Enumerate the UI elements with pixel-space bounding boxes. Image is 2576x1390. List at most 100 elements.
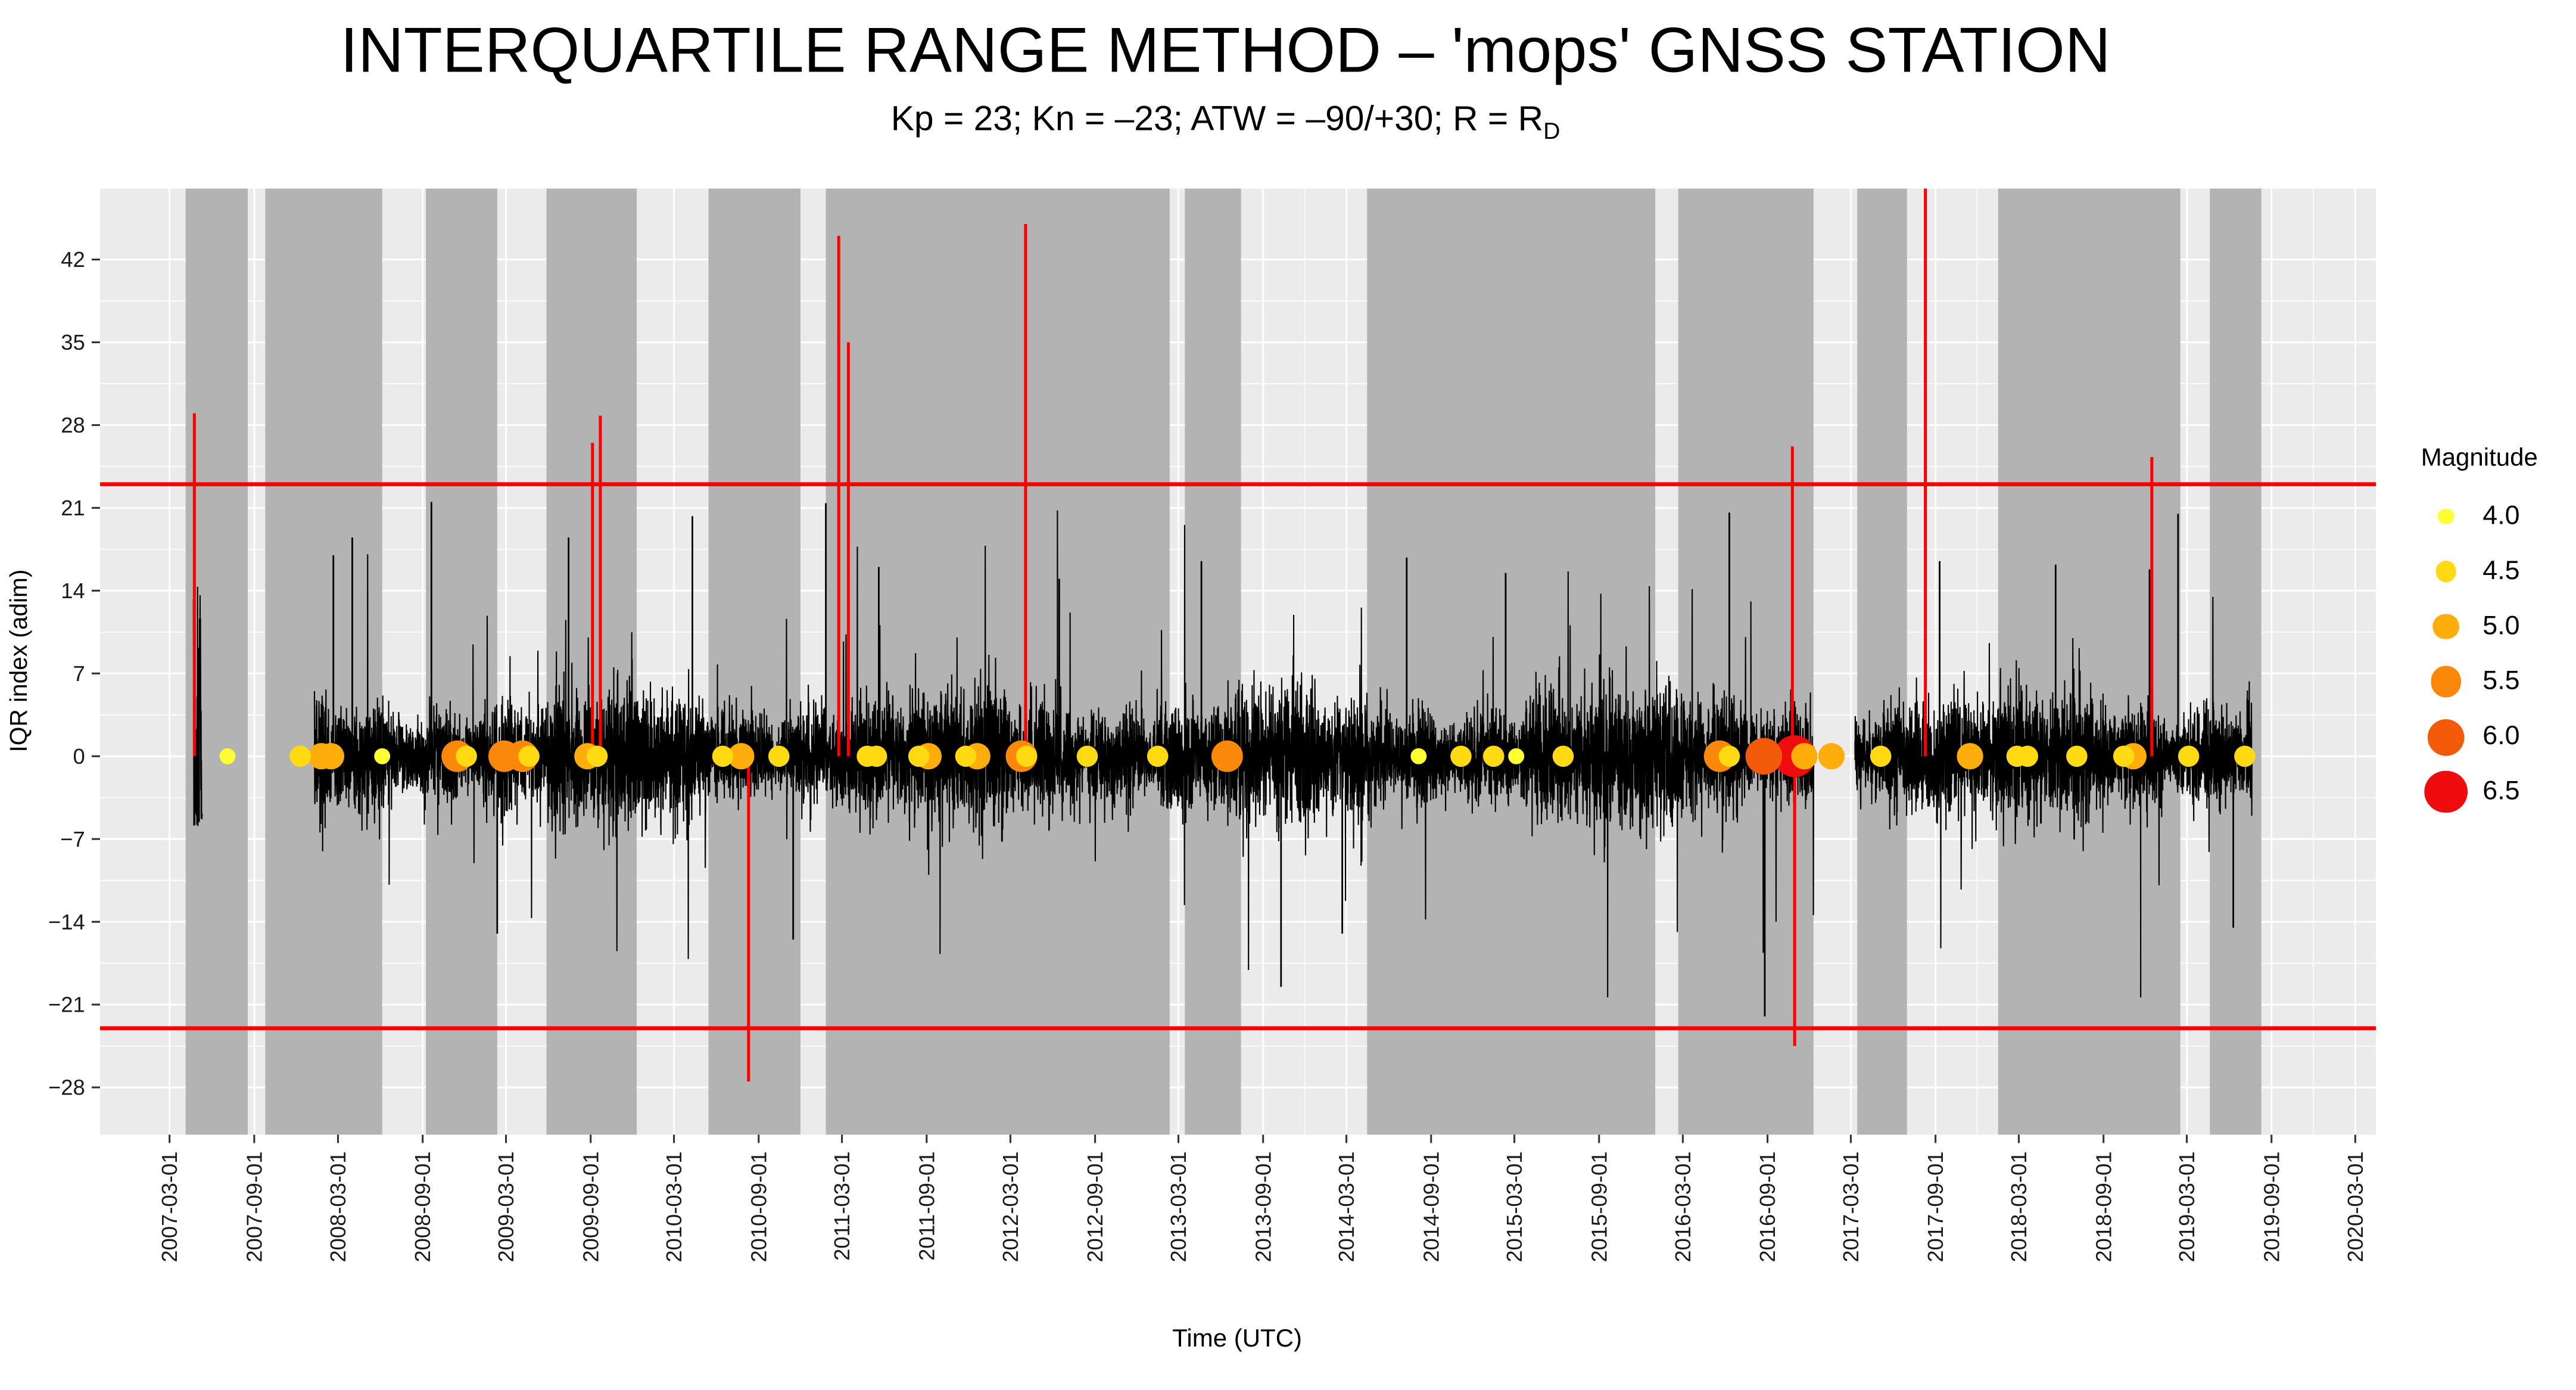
legend-item: 4.5 xyxy=(2421,544,2575,599)
y-tick-label: −14 xyxy=(48,910,85,934)
earthquake-point xyxy=(768,745,790,767)
x-tick-label: 2011-03-01 xyxy=(830,1151,854,1260)
legend-label: 6.0 xyxy=(2482,722,2520,750)
legend-label: 4.0 xyxy=(2482,501,2520,530)
earthquake-point xyxy=(865,745,887,767)
magnitude-swatch xyxy=(2432,613,2459,640)
earthquake-point xyxy=(317,743,344,770)
x-tick-label: 2008-09-01 xyxy=(410,1151,435,1262)
gap-band xyxy=(426,188,497,1135)
y-tick-label: −7 xyxy=(60,827,85,851)
earthquake-point xyxy=(289,745,311,767)
legend-item: 6.0 xyxy=(2421,709,2575,764)
x-tick-label: 2012-03-01 xyxy=(998,1151,1023,1262)
legend-swatch-cell xyxy=(2421,613,2471,640)
gap-band xyxy=(185,188,248,1135)
earthquake-point xyxy=(955,745,977,767)
legend-item: 5.0 xyxy=(2421,599,2575,654)
earthquake-point xyxy=(1483,745,1505,767)
earthquake-point xyxy=(518,745,540,767)
legend-label: 5.5 xyxy=(2482,666,2520,695)
earthquake-point xyxy=(1016,745,1038,767)
earthquake-point xyxy=(1508,748,1525,764)
x-tick-label: 2017-03-01 xyxy=(1839,1151,1863,1262)
earthquake-point xyxy=(1870,745,1892,767)
x-tick-label: 2017-09-01 xyxy=(1923,1151,1948,1262)
anomaly-spikes xyxy=(192,188,2154,1082)
earthquake-point xyxy=(908,745,930,767)
x-tick-label: 2007-03-01 xyxy=(157,1151,182,1262)
earthquake-point xyxy=(374,748,391,764)
y-tick-label: 21 xyxy=(61,496,85,520)
iqr-time-series-chart: −28 −21 −14 −7 0 7 14 21 28 35 42 2007-03-01 2007-09… xyxy=(5,188,2376,1352)
magnitude-swatch xyxy=(2427,718,2465,755)
y-axis-title: IQR index (adim) xyxy=(5,570,32,752)
legend-label: 4.5 xyxy=(2482,556,2520,585)
earthquake-point xyxy=(1718,745,1740,767)
chart-title: INTERQUARTILE RANGE METHOD – 'mops' GNSS… xyxy=(340,17,2111,87)
gap-band xyxy=(826,188,1170,1135)
y-tick-label: 42 xyxy=(61,247,85,272)
earthquake-points xyxy=(219,735,2256,778)
x-axis-title: Time (UTC) xyxy=(1172,1324,1302,1352)
chart-subtitle-main: Kp = 23; Kn = –23; ATW = –90/+30; R = R xyxy=(890,100,1544,139)
earthquake-point xyxy=(1211,740,1243,772)
black-extremes xyxy=(332,502,2234,1016)
x-tick-label: 2019-03-01 xyxy=(2175,1151,2199,1262)
earthquake-point xyxy=(2178,745,2200,767)
magnitude-swatch xyxy=(2438,508,2454,525)
x-tick-label: 2015-09-01 xyxy=(1587,1151,1611,1262)
gap-band xyxy=(265,188,382,1135)
earthquake-point xyxy=(1791,743,1818,770)
earthquake-point xyxy=(712,745,734,767)
x-tick-label: 2014-03-01 xyxy=(1334,1151,1359,1262)
earthquake-point xyxy=(2113,745,2135,767)
magnitude-swatch xyxy=(2425,770,2467,813)
earthquake-point xyxy=(219,748,236,764)
x-tick-label: 2013-03-01 xyxy=(1166,1151,1191,1262)
legend-swatch-cell xyxy=(2421,561,2471,583)
x-tick-label: 2008-03-01 xyxy=(326,1151,350,1262)
gap-band xyxy=(1185,188,1241,1135)
legend-swatch-cell xyxy=(2421,666,2471,698)
legend-item: 4.0 xyxy=(2421,489,2575,544)
earthquake-point xyxy=(1818,743,1845,770)
x-tick-label: 2013-09-01 xyxy=(1251,1151,1275,1262)
magnitude-swatch xyxy=(2430,666,2462,698)
earthquake-point xyxy=(1410,748,1427,764)
legend-item: 5.5 xyxy=(2421,654,2575,709)
legend-swatch-cell xyxy=(2421,508,2471,525)
earthquake-point xyxy=(1450,745,1472,767)
earthquake-point xyxy=(2066,745,2088,767)
legend-item: 6.5 xyxy=(2421,764,2575,819)
earthquake-point xyxy=(1745,738,1783,775)
earthquake-point xyxy=(1552,745,1574,767)
gap-band xyxy=(708,188,801,1135)
y-tick-label: 35 xyxy=(61,330,85,355)
x-tick-label: 2009-09-01 xyxy=(578,1151,603,1262)
earthquake-point xyxy=(586,745,608,767)
x-tick-label: 2009-03-01 xyxy=(494,1151,518,1262)
chart-subtitle-subscript: D xyxy=(1543,117,1560,144)
earthquake-point xyxy=(1957,743,1983,770)
earthquake-point xyxy=(1076,745,1098,767)
earthquake-point xyxy=(728,743,755,770)
chart-subtitle: Kp = 23; Kn = –23; ATW = –90/+30; R = RD xyxy=(0,100,2451,144)
legend-swatch-cell xyxy=(2421,718,2471,755)
y-tick-label: −21 xyxy=(48,993,85,1017)
magnitude-swatch xyxy=(2435,561,2457,583)
y-tick-label: 28 xyxy=(61,413,85,437)
x-tick-label: 2015-03-01 xyxy=(1502,1151,1527,1262)
x-tick-label: 2019-09-01 xyxy=(2259,1151,2284,1262)
legend-items: 4.0 4.5 5.0 5.5 6.0 6.5 xyxy=(2421,489,2575,820)
magnitude-legend: Magnitude 4.0 4.5 5.0 5.5 6.0 6.5 xyxy=(2421,444,2575,819)
x-tick-label: 2014-09-01 xyxy=(1419,1151,1443,1262)
legend-swatch-cell xyxy=(2421,770,2471,813)
legend-label: 5.0 xyxy=(2482,611,2520,640)
axis-ticks: −28 −21 −14 −7 0 7 14 21 28 35 42 2007-03-01 2007-09… xyxy=(48,247,2368,1262)
x-tick-label: 2016-03-01 xyxy=(1671,1151,1695,1262)
earthquake-point xyxy=(2017,745,2038,767)
x-tick-label: 2016-09-01 xyxy=(1755,1151,1780,1262)
earthquake-point xyxy=(1147,745,1169,767)
